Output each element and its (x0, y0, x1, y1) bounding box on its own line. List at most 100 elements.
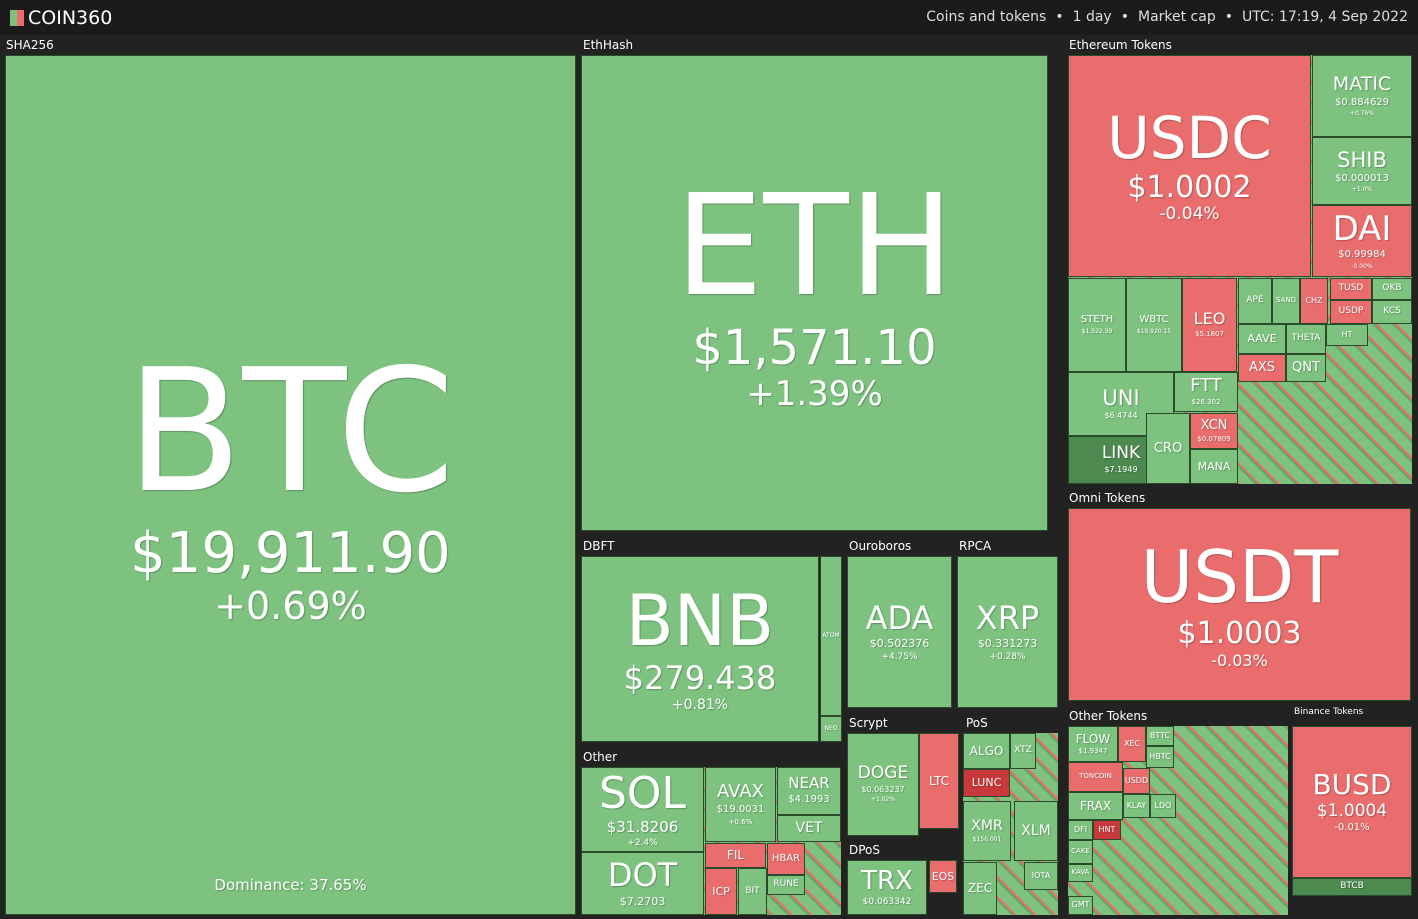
coin-tile[interactable]: SOL $31.8206 +2.4% (581, 767, 704, 852)
coin-tile[interactable]: ATOM (820, 556, 842, 716)
coin-tile[interactable]: NEAR $4.1993 (777, 767, 841, 815)
coin-tile[interactable]: RUNE (767, 875, 805, 895)
coin-tile[interactable]: TUSD (1330, 278, 1372, 300)
coin-tile[interactable]: ALGO (963, 733, 1010, 769)
coin-change: -0.00% (1351, 262, 1373, 270)
filter[interactable]: Market cap (1112, 9, 1216, 25)
coin-tile[interactable]: APE (1238, 278, 1272, 324)
coin-tile[interactable]: CHZ (1300, 278, 1328, 324)
coin-tile[interactable]: KCS (1372, 300, 1412, 324)
coin-price: $279.438 (623, 658, 777, 697)
coin-tile[interactable]: XCN $0.07809 (1190, 413, 1238, 449)
coin-tile[interactable]: AVAX $19.0031 +0.6% (705, 767, 776, 842)
coin-symbol: FLOW (1075, 731, 1111, 746)
coin-tile[interactable]: VET (777, 815, 841, 842)
coin-tile[interactable]: USDT $1.0003 -0.03% (1068, 508, 1411, 701)
coin-price: $1.0002 (1127, 169, 1252, 205)
coin-change: -0.03% (1211, 650, 1268, 670)
coin-price: $0.99984 (1338, 249, 1386, 261)
coin-tile[interactable]: TONCOIN (1068, 762, 1123, 792)
coin-tile[interactable]: ADA $0.502376 +4.75% (847, 556, 952, 708)
coin-tile[interactable]: HT (1326, 324, 1368, 346)
coin-tile[interactable]: XMR $156.001 (963, 801, 1011, 861)
coin-tile[interactable]: HNT (1093, 820, 1121, 840)
coin-tile[interactable]: DFI (1068, 820, 1093, 840)
logo[interactable]: COIN360 (10, 7, 112, 29)
coin-symbol: RUNE (773, 879, 799, 890)
coin-tile[interactable]: HBTC (1146, 746, 1174, 768)
coin-tile[interactable]: QNT (1286, 354, 1326, 382)
coin-tile[interactable]: XTZ (1010, 733, 1036, 769)
coin-symbol: XTZ (1014, 745, 1032, 756)
coin-tile[interactable]: BUSD $1.0004 -0.01% (1292, 726, 1412, 878)
coin-price: $1.0003 (1177, 616, 1302, 652)
coin-price: $4.1993 (788, 794, 830, 806)
coin-tile[interactable]: BTTC (1146, 726, 1174, 746)
coin-tile[interactable]: USDC $1.0002 -0.04% (1068, 55, 1311, 277)
coin-tile[interactable]: DAI $0.99984 -0.00% (1312, 205, 1412, 277)
coin-tile[interactable]: LUNC (963, 769, 1010, 797)
coin-tile[interactable]: LTC (919, 733, 959, 829)
coin-tile[interactable]: XRP $0.331273 +0.28% (957, 556, 1058, 708)
coin-tile[interactable]: WBTC $19,920.15 (1126, 278, 1182, 372)
coin-tile[interactable]: DOT $7.2703 (581, 852, 704, 915)
coin-tile[interactable]: XLM (1014, 801, 1058, 861)
coin-tile[interactable]: NEO (820, 716, 842, 742)
filter[interactable]: Coins and tokens (926, 9, 1047, 25)
coin-tile[interactable]: CAKE (1068, 840, 1093, 864)
coin-tile[interactable]: AXS (1238, 354, 1286, 382)
coin-tile[interactable]: CRO (1146, 413, 1190, 484)
coin-tile[interactable]: USDD (1123, 768, 1150, 794)
coin-price: $7.2703 (619, 895, 666, 909)
coin-tile[interactable]: LDO (1150, 794, 1176, 818)
coin-symbol: XLM (1021, 822, 1051, 839)
coin-symbol: BNB (625, 580, 775, 663)
coin-symbol: DOGE (857, 763, 909, 784)
coin-tile[interactable]: SAND (1272, 278, 1300, 324)
coin-tile[interactable]: KLAY (1123, 794, 1150, 818)
coin-symbol: GMT (1071, 900, 1090, 910)
coin-tile[interactable]: OKB (1372, 278, 1412, 300)
coin-symbol: LINK (1101, 443, 1141, 464)
coin-tile[interactable]: BTC $19,911.90 +0.69% Dominance: 37.65% (5, 55, 576, 915)
coin-symbol: AVAX (717, 781, 764, 803)
coin-symbol: FIL (726, 848, 745, 863)
coin-tile[interactable]: BIT (738, 868, 767, 915)
coin-tile[interactable]: STETH $1,522.39 (1068, 278, 1126, 372)
coin-tile[interactable]: GMT (1068, 896, 1093, 915)
coin-tile[interactable]: MANA (1190, 449, 1238, 484)
coin-tile[interactable]: FLOW $1.9347 (1068, 726, 1118, 762)
coin-tile[interactable]: FTT $26.302 (1174, 372, 1238, 412)
coin-change: +1.02% (870, 796, 896, 804)
coin-symbol: ZEC (967, 881, 993, 896)
coin-tile[interactable]: LEO $5.1807 (1182, 278, 1237, 372)
coin-symbol: LTC (928, 773, 950, 788)
coin-tile[interactable]: TRX $0.063342 (847, 860, 927, 915)
filter[interactable]: UTC: 17:19, 4 Sep 2022 (1216, 9, 1408, 25)
coin-tile[interactable]: ZEC (963, 862, 997, 915)
coin-tile[interactable]: FIL (705, 843, 766, 868)
coin-tile[interactable]: THETA (1286, 324, 1326, 354)
coin-tile[interactable]: KAVA (1068, 864, 1093, 882)
coin-tile[interactable]: MATIC $0.884629 +0.76% (1312, 55, 1412, 137)
coin-symbol: SOL (598, 767, 687, 819)
coin-tile[interactable]: ETH $1,571.10 +1.39% (581, 55, 1048, 531)
filter[interactable]: 1 day (1046, 9, 1111, 25)
coin-tile[interactable]: BNB $279.438 +0.81% (581, 556, 819, 742)
coin-tile[interactable]: EOS (929, 860, 957, 893)
coin-tile[interactable]: IOTA (1024, 862, 1058, 890)
coin-tile[interactable]: FRAX (1068, 792, 1123, 820)
coin-tile[interactable]: BTCB (1292, 878, 1412, 896)
coin-tile[interactable]: DOGE $0.063237 +1.02% (847, 733, 919, 836)
coin-symbol: BIT (745, 885, 760, 896)
coin-tile[interactable]: SHIB $0.000013 +1.0% (1312, 137, 1412, 205)
coin-tile[interactable]: AAVE (1238, 324, 1286, 354)
coin-tile[interactable]: USDP (1330, 300, 1372, 324)
coin-symbol: AXS (1248, 360, 1276, 376)
coin-tile[interactable]: XEC (1118, 726, 1146, 762)
coin-tile[interactable]: ICP (705, 868, 737, 915)
coin-change: +0.69% (214, 583, 367, 628)
coin-tile[interactable]: HBAR (767, 843, 805, 875)
group-label: Omni Tokens (1069, 491, 1146, 505)
coin-price: $19,920.15 (1136, 327, 1172, 335)
